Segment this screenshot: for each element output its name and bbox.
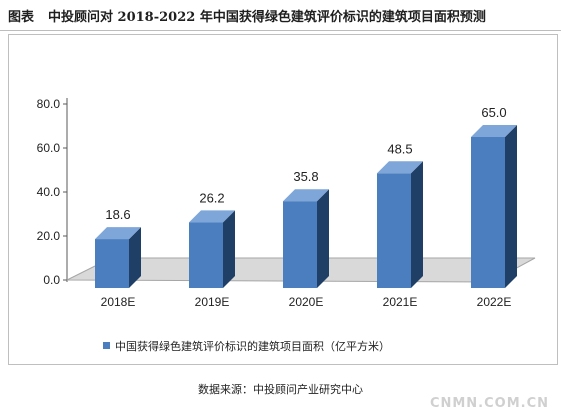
x-tick-label: 2018E xyxy=(101,295,136,309)
x-tick-label: 2022E xyxy=(477,295,512,309)
y-tick-label: 20.0 xyxy=(37,229,61,243)
x-tick-label: 2020E xyxy=(289,295,324,309)
bar xyxy=(283,201,317,288)
bar-side xyxy=(223,210,235,288)
data-label: 35.8 xyxy=(293,169,318,184)
chart-frame: 80.0 60.0 40.0 20.0 0.0 18.6 2018E 26.2 2019E 35.… xyxy=(8,34,558,365)
legend-swatch xyxy=(103,342,110,349)
y-tick-label: 60.0 xyxy=(37,141,61,155)
bar xyxy=(189,222,223,288)
title-divider xyxy=(0,30,561,31)
title-text: 中投顾问对 2018-2022 年中国获得绿色建筑评价标识的建筑项目面积预测 xyxy=(48,10,486,25)
bar-side xyxy=(317,189,329,288)
legend-label: 中国获得绿色建筑评价标识的建筑项目面积（亿平方米） xyxy=(115,339,390,353)
bar-top xyxy=(283,189,329,202)
bar-side xyxy=(505,125,517,288)
x-tick-label: 2021E xyxy=(383,295,418,309)
data-label: 18.6 xyxy=(105,207,130,222)
bar xyxy=(377,173,411,288)
y-tick-label: 0.0 xyxy=(43,273,60,287)
bar xyxy=(95,239,129,288)
y-tick-label: 40.0 xyxy=(37,185,61,199)
chart-title: 图表 中投顾问对 2018-2022 年中国获得绿色建筑评价标识的建筑项目面积预测 xyxy=(8,6,486,25)
bar-top xyxy=(471,125,517,137)
figure-prefix: 图表 xyxy=(8,10,35,25)
bar-side xyxy=(129,227,141,288)
bar xyxy=(471,137,505,288)
data-label: 48.5 xyxy=(387,141,412,156)
bar-chart: 80.0 60.0 40.0 20.0 0.0 18.6 2018E 26.2 2019E 35.… xyxy=(37,97,536,353)
data-label: 65.0 xyxy=(481,105,506,120)
bar-side xyxy=(411,161,423,288)
bar-top xyxy=(377,161,423,174)
bar-top xyxy=(189,210,235,223)
bar-top xyxy=(95,227,141,240)
data-label: 26.2 xyxy=(199,190,224,205)
x-tick-label: 2019E xyxy=(195,295,230,309)
y-tick-label: 80.0 xyxy=(37,97,61,111)
data-source: 数据来源：中投顾问产业研究中心 xyxy=(198,383,363,396)
watermark: CNMN.COM.CN xyxy=(429,396,549,411)
